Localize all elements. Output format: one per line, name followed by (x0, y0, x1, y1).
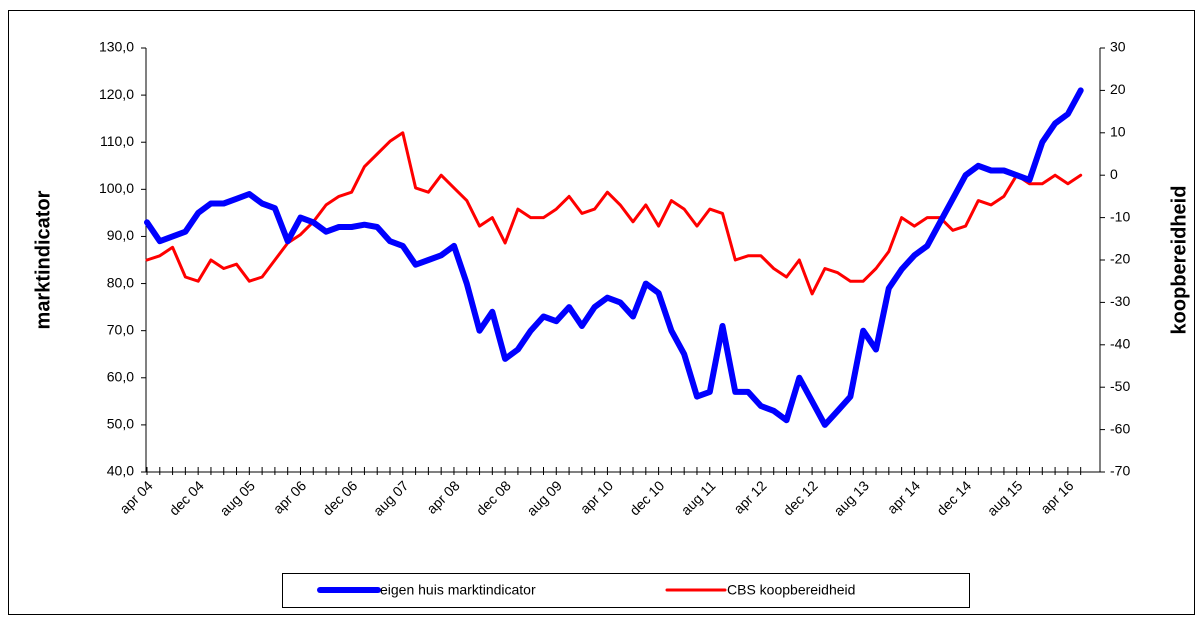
series-line (145, 131, 1083, 296)
y2-axis-title: koopbereidheid (1168, 186, 1190, 335)
y-tick-label: 90,0 (107, 227, 134, 243)
y-axis-title: marktindicator (32, 190, 54, 329)
y2-tick-label: 30 (1110, 39, 1126, 55)
y-tick-label: 60,0 (107, 368, 134, 384)
y2-tick-label: 10 (1110, 124, 1126, 140)
y2-tick-label: -70 (1110, 463, 1130, 479)
legend-box (282, 573, 970, 608)
y2-tick-label: 0 (1110, 166, 1118, 182)
y-tick-label: 110,0 (100, 133, 134, 149)
y2-tick-label: -30 (1110, 293, 1130, 309)
y-tick-label: 70,0 (107, 321, 134, 337)
y-tick-label: 120,0 (99, 86, 134, 102)
y2-tick-label: -60 (1110, 420, 1130, 436)
series-line (144, 87, 1084, 428)
chart-border (8, 10, 1195, 615)
y2-tick-label: -10 (1110, 208, 1130, 224)
y2-tick-label: -50 (1110, 378, 1130, 394)
y-tick-label: 40,0 (107, 463, 134, 479)
legend-label: eigen huis marktindicator (380, 582, 536, 598)
y2-tick-label: 20 (1110, 81, 1126, 97)
y2-tick-label: -20 (1110, 251, 1130, 267)
legend-label: CBS koopbereidheid (727, 582, 855, 598)
y2-tick-label: -40 (1110, 336, 1130, 352)
y-tick-label: 100,0 (99, 180, 134, 196)
y-tick-label: 130,0 (99, 39, 134, 55)
y-tick-label: 80,0 (107, 274, 134, 290)
y-tick-label: 50,0 (107, 416, 134, 432)
